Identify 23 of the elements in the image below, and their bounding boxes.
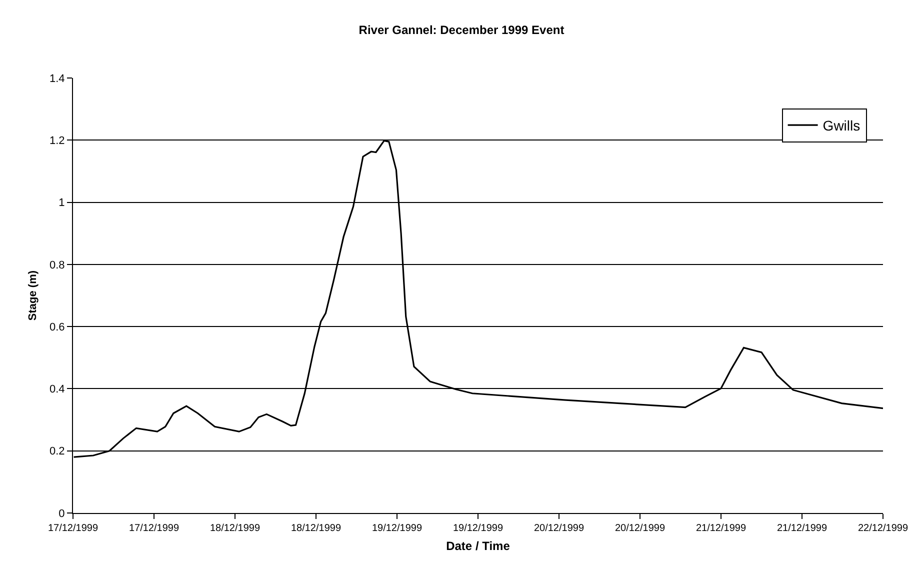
x-tick-label: 22/12/1999 <box>858 523 908 534</box>
x-tick-label: 20/12/1999 <box>614 523 666 534</box>
x-tick-label: 21/12/1999 <box>696 523 746 534</box>
y-axis-title: Stage (m) <box>27 270 40 321</box>
y-tick-label: 0.2 <box>50 446 65 458</box>
x-tick-label: 19/12/1999 <box>372 523 422 534</box>
y-tick-label: 0.8 <box>50 259 65 272</box>
x-tick-label: 19/12/1999 <box>452 523 504 534</box>
x-tick-label: 17/12/1999 <box>48 523 98 534</box>
x-tick-label: 21/12/1999 <box>776 523 828 534</box>
legend-label: Gwills <box>822 118 860 134</box>
y-tick-label: 1.2 <box>50 134 65 147</box>
x-axis-title: Date / Time <box>446 538 510 553</box>
y-tick-label: 0.6 <box>50 321 65 334</box>
y-tick-label: 0.4 <box>50 384 65 396</box>
x-tick-label: 17/12/1999 <box>128 523 180 534</box>
y-tick-label: 1.4 <box>50 72 65 85</box>
x-tick-label: 18/12/1999 <box>210 523 260 534</box>
x-tick-label: 20/12/1999 <box>534 523 584 534</box>
chart-title: River Gannel: December 1999 Event <box>358 22 564 37</box>
y-tick-label: 1 <box>58 197 65 210</box>
y-tick-label: 0 <box>58 508 65 520</box>
x-tick-label: 18/12/1999 <box>290 523 342 534</box>
